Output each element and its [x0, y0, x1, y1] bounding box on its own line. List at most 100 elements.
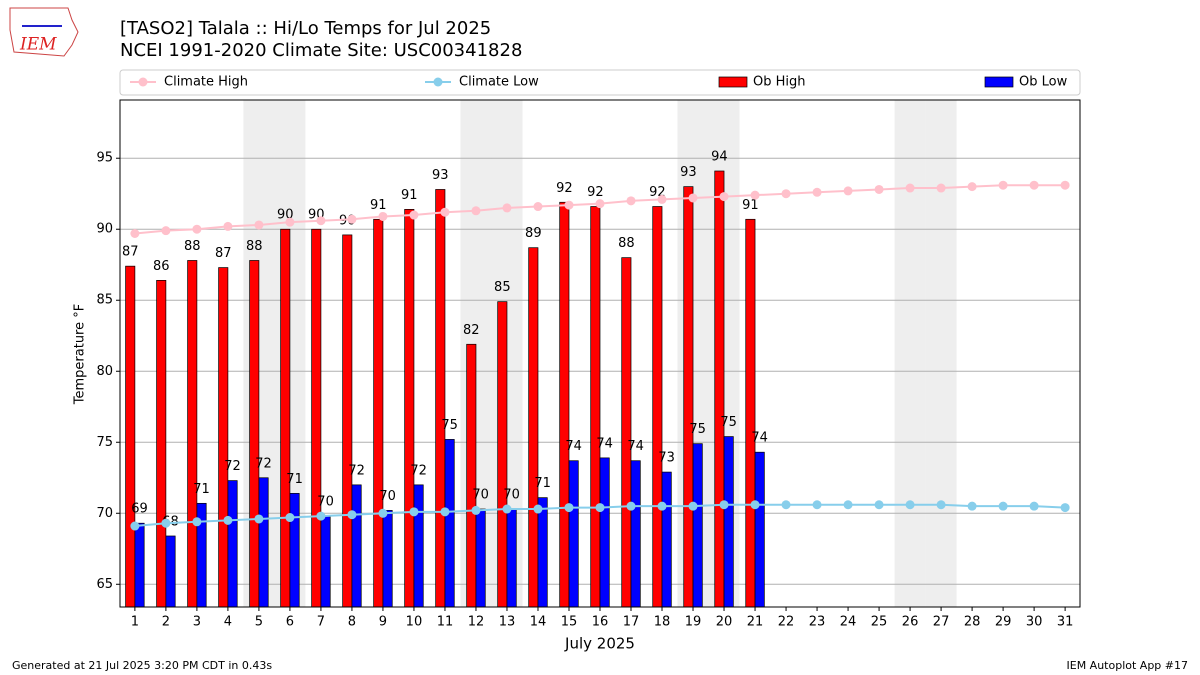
line-marker [719, 192, 729, 202]
line-marker [409, 210, 419, 220]
x-tick-label: 6 [286, 615, 294, 630]
bar [280, 228, 291, 608]
line-marker [1060, 180, 1070, 190]
plot-frame [119, 99, 1081, 608]
x-tick-label: 20 [716, 615, 733, 630]
x-tick-label: 30 [1026, 615, 1043, 630]
bar-value-label: 88 [618, 236, 635, 251]
weekend-shade [925, 100, 957, 607]
line-marker [502, 203, 512, 213]
bar-value-label: 70 [379, 489, 396, 504]
logo: IEM [9, 7, 79, 57]
bar [497, 301, 508, 608]
bar [661, 471, 672, 608]
line-marker [843, 500, 853, 510]
line-marker [998, 180, 1008, 190]
bar-value-label: 70 [472, 488, 489, 503]
x-tick-label: 14 [530, 615, 547, 630]
bar [187, 260, 198, 608]
line-marker [285, 513, 295, 523]
line-marker [967, 501, 977, 511]
line-marker [161, 518, 171, 528]
line-marker [905, 183, 915, 193]
bar-value-label: 72 [224, 459, 241, 474]
y-tick-label: 75 [96, 435, 113, 450]
bar-value-label: 87 [122, 245, 139, 260]
y-tick-label: 90 [96, 222, 113, 237]
chart-subtitle: NCEI 1991-2020 Climate Site: USC00341828 [120, 40, 522, 61]
x-tick-label: 1 [131, 615, 139, 630]
bar-value-label: 93 [432, 168, 449, 183]
line-marker [440, 207, 450, 217]
bar [692, 443, 703, 608]
x-tick-label: 18 [654, 615, 671, 630]
legend-label: Climate High [164, 75, 248, 90]
line-marker [564, 503, 574, 513]
x-tick-label: 28 [964, 615, 981, 630]
line-marker [378, 508, 388, 518]
bar-value-label: 74 [751, 431, 768, 446]
line-marker [502, 504, 512, 514]
bar-value-label: 85 [494, 280, 511, 295]
bar [652, 206, 663, 608]
line-marker [874, 500, 884, 510]
weekend-shade [894, 100, 926, 607]
chart-title: [TASO2] Talala :: Hi/Lo Temps for Jul 20… [120, 18, 491, 39]
line-marker [409, 507, 419, 517]
bar [559, 201, 570, 608]
x-tick-label: 3 [193, 615, 201, 630]
bar [134, 522, 145, 608]
line-marker [967, 182, 977, 192]
x-tick-label: 29 [995, 615, 1012, 630]
bar-value-label: 71 [534, 476, 551, 491]
line-marker [130, 521, 140, 531]
x-tick-label: 22 [778, 615, 795, 630]
bar-value-label: 86 [153, 259, 170, 274]
line-marker [192, 224, 202, 234]
bar-value-label: 82 [463, 323, 480, 338]
x-tick-label: 19 [685, 615, 702, 630]
line-marker [471, 206, 481, 216]
line-marker [657, 501, 667, 511]
bar [413, 484, 424, 608]
bar [125, 265, 136, 608]
bar [156, 280, 167, 608]
legend-swatch [718, 76, 748, 88]
x-tick-label: 27 [933, 615, 950, 630]
x-tick-label: 31 [1057, 615, 1074, 630]
y-tick-label: 80 [96, 364, 113, 379]
bar [745, 218, 756, 608]
bar [227, 480, 238, 608]
bar [382, 510, 393, 608]
line-marker [905, 500, 915, 510]
bar [528, 247, 539, 608]
line-marker [595, 199, 605, 209]
bar [537, 497, 548, 608]
legend-label: Climate Low [459, 75, 539, 90]
line-marker [130, 228, 140, 238]
logo-outline [9, 7, 79, 57]
x-axis-label: July 2025 [564, 635, 635, 653]
line-marker [781, 500, 791, 510]
line-marker [161, 226, 171, 236]
bar [475, 508, 486, 608]
x-tick-label: 5 [255, 615, 263, 630]
bar [444, 439, 455, 608]
bar [351, 484, 362, 608]
bar [754, 451, 765, 608]
bar [289, 493, 300, 608]
bar [404, 209, 415, 608]
line-marker [626, 196, 636, 206]
y-tick-label: 85 [96, 293, 113, 308]
x-tick-label: 7 [317, 615, 325, 630]
bar-value-label: 91 [370, 198, 387, 213]
x-tick-label: 26 [902, 615, 919, 630]
line-marker [1029, 501, 1039, 511]
bar [599, 457, 610, 608]
bar [506, 508, 517, 608]
bar [630, 460, 641, 608]
bar-value-label: 93 [680, 165, 697, 180]
bar-value-label: 75 [441, 418, 458, 433]
bar-value-label: 74 [596, 436, 613, 451]
